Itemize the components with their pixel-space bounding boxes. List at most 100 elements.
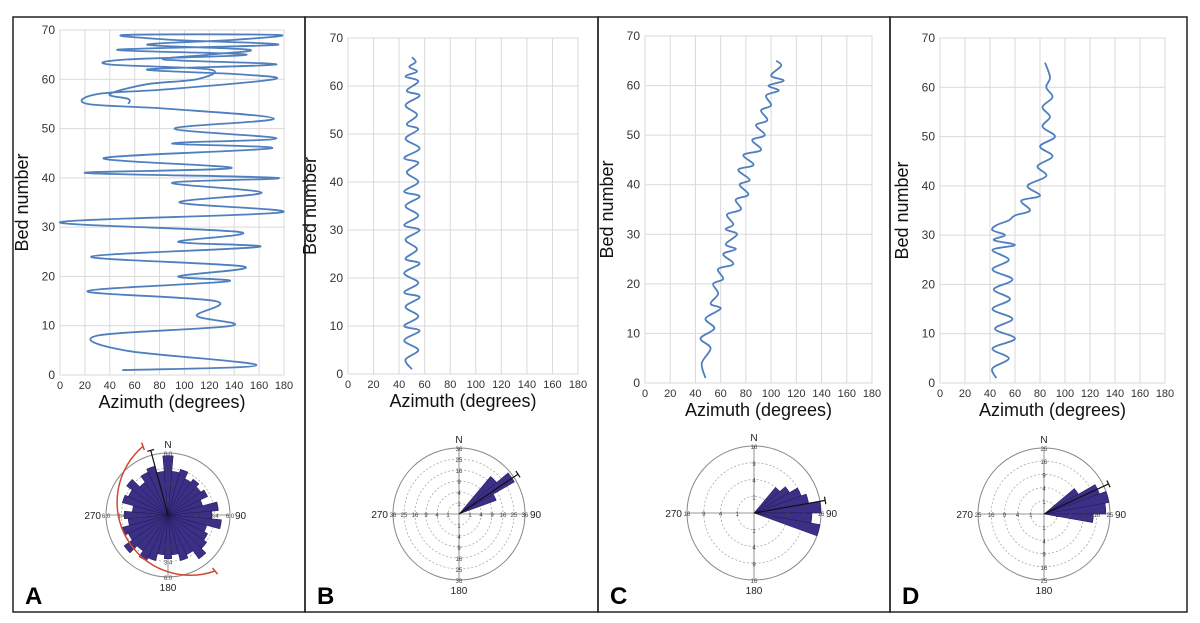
rose-ring-label: 36 (390, 513, 397, 519)
rose-ring-label: 25 (511, 513, 518, 519)
x-tick-label: 140 (1106, 388, 1124, 400)
line-plot: 0 20 40 60 80 100 120 140 160 180 0 10 20 30 40 50 60 70 A… (892, 31, 1174, 420)
y-tick-label: 30 (922, 228, 936, 242)
x-axis-label: Azimuth (degrees) (979, 400, 1126, 420)
panel-a: 0 20 40 60 80 100 120 140 160 180 0 10 20 30 40 50 60 70 A… (12, 16, 306, 613)
x-tick-label: 160 (250, 380, 268, 392)
rose-ring-label: 9 (702, 512, 706, 518)
y-tick-label: 70 (627, 29, 641, 43)
y-tick-label: 30 (42, 220, 56, 234)
y-tick-label: 50 (330, 127, 344, 141)
y-tick-label: 70 (42, 23, 56, 37)
spread-arc (116, 445, 216, 577)
mean-vector (753, 499, 826, 514)
rose-ring-label: 1 (166, 530, 170, 536)
confidence-bracket (1106, 480, 1111, 488)
rose-ring-label: 4 (435, 513, 439, 519)
spread-arc-tick (211, 567, 219, 575)
rose-ring-label: 25 (456, 568, 463, 574)
rose-ring-label: 16 (1093, 513, 1100, 519)
mean-vector (1043, 483, 1109, 515)
y-axis-label: Bed number (300, 157, 320, 255)
x-tick-label: 120 (492, 379, 510, 391)
panel-border (889, 16, 1188, 613)
compass-north: N (164, 440, 171, 451)
rose-ring-label: 25 (975, 513, 982, 519)
rose-ring-label: 16 (751, 445, 758, 451)
panel-label: B (317, 583, 334, 610)
y-tick-label: 20 (42, 269, 56, 283)
rose-ring-label: 4 (457, 491, 461, 497)
rose-ring-label: 1 (468, 513, 472, 519)
rose-ring-label: 16 (500, 513, 507, 519)
x-tick-label: 20 (959, 388, 971, 400)
x-tick-label: 60 (129, 380, 141, 392)
rose-ring-label: 1 (166, 499, 170, 505)
plot-frame (59, 29, 285, 376)
x-tick-label: 0 (57, 380, 63, 392)
y-tick-label: 10 (42, 319, 56, 333)
rose-ring-label: 1 (446, 513, 450, 519)
compass-north: N (455, 435, 462, 446)
y-axis-label: Bed number (597, 160, 617, 258)
compass-west: 270 (371, 510, 388, 521)
rose-ring-label: 16 (988, 513, 995, 519)
rose-ring-label: 1.5 (164, 545, 173, 551)
rose-ring-label: 1 (769, 512, 773, 518)
rose-ring-label: 25 (401, 513, 408, 519)
rose-petal (1043, 491, 1110, 515)
rose-ring-label: 9 (1082, 513, 1086, 519)
rose-ring-label: 4 (752, 546, 756, 552)
rose-ring-label: 16 (412, 513, 419, 519)
rose-ring-label: 16 (1041, 460, 1048, 466)
rose-ring-label: 9 (424, 513, 428, 519)
rose-ring-label: 9 (1042, 473, 1046, 479)
x-tick-label: 20 (79, 380, 91, 392)
rose-petal (123, 514, 169, 554)
y-tick-label: 60 (330, 79, 344, 93)
x-tick-label: 180 (275, 380, 293, 392)
rose-ring-label: 25 (1107, 513, 1114, 519)
compass-south: 180 (160, 583, 177, 594)
rose-ring-label: 1 (457, 524, 461, 530)
rose-petal (1043, 513, 1094, 523)
rose-ring-label: 9 (1003, 513, 1007, 519)
x-tick-label: 100 (467, 379, 485, 391)
x-tick-label: 20 (664, 388, 676, 400)
rose-ring-label: 6.0 (226, 514, 235, 520)
rose-ring-label: 1 (736, 512, 740, 518)
rose-petal (126, 478, 169, 516)
compass-east: 90 (826, 509, 838, 520)
y-tick-label: 10 (922, 327, 936, 341)
rose-petal (458, 493, 497, 515)
rose-petal (167, 478, 200, 516)
x-tick-label: 40 (689, 388, 701, 400)
confidence-bracket (823, 496, 827, 505)
y-tick-label: 0 (928, 376, 935, 390)
y-tick-label: 20 (330, 271, 344, 285)
panel-label: C (610, 583, 627, 610)
rose-ring-label: 1 (1042, 500, 1046, 506)
rose-ring-label: 9 (457, 546, 461, 552)
rose-ring-label: 4 (1069, 513, 1073, 519)
rose-ring-label: 1 (752, 495, 756, 501)
y-tick-label: 40 (330, 175, 344, 189)
series-line (699, 60, 785, 379)
panel-label: A (25, 583, 42, 610)
x-tick-label: 160 (838, 388, 856, 400)
x-tick-label: 0 (642, 388, 648, 400)
mean-vector (458, 473, 519, 515)
y-tick-label: 70 (330, 31, 344, 45)
rose-ring-label: 16 (751, 579, 758, 585)
x-tick-label: 80 (444, 379, 456, 391)
rose-ring-label: 36 (456, 579, 463, 585)
compass-east: 90 (235, 511, 247, 522)
rose-petal (1043, 502, 1107, 515)
spread-arc-tick (140, 442, 146, 451)
x-tick-label: 140 (518, 379, 536, 391)
rose-ring-label: 9 (457, 480, 461, 486)
x-tick-label: 100 (175, 380, 193, 392)
x-tick-label: 120 (200, 380, 218, 392)
line-plot: 0 20 40 60 80 100 120 140 160 180 0 10 20 30 40 50 60 70 A… (12, 23, 293, 412)
rose-ring-label: 9 (752, 562, 756, 568)
